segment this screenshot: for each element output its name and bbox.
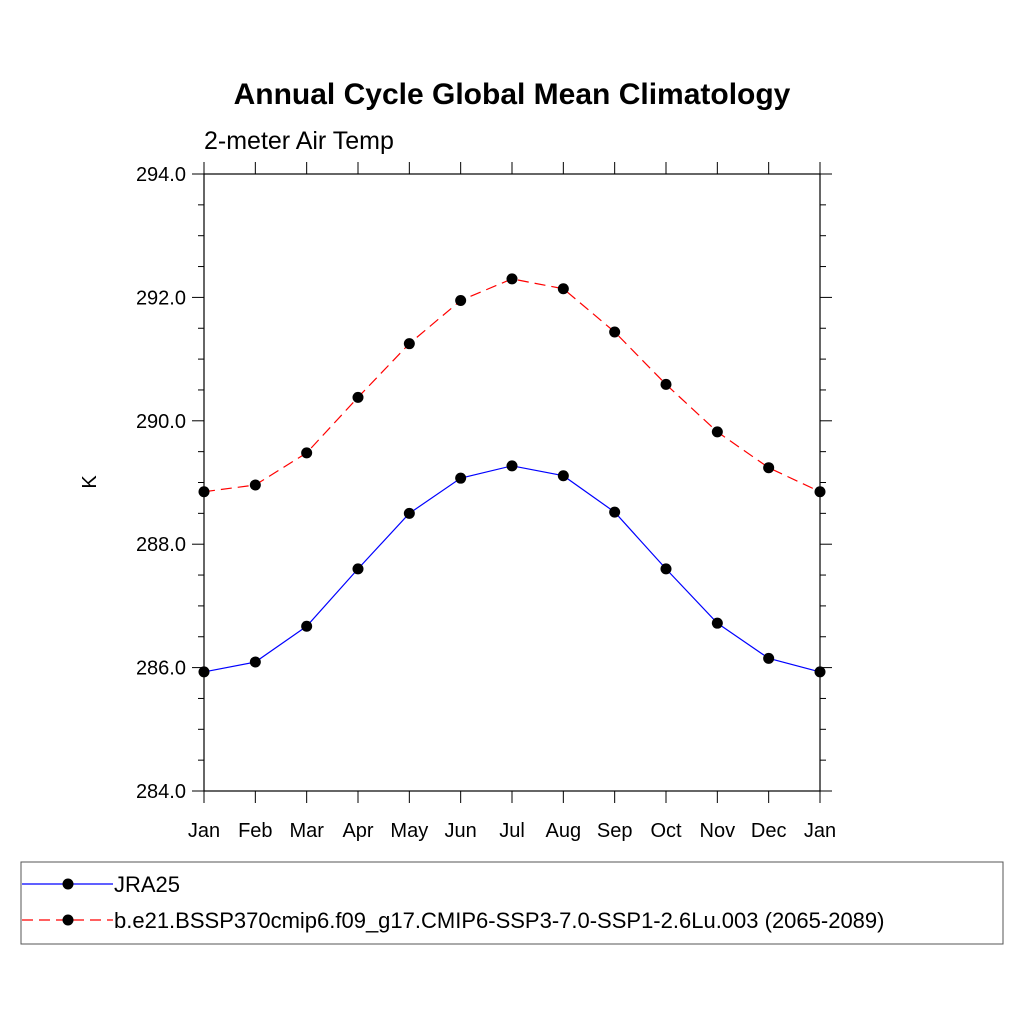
data-point <box>609 506 621 518</box>
data-point <box>711 617 723 629</box>
chart-subtitle: 2-meter Air Temp <box>204 127 394 155</box>
axes: 284.0 286.0 288.0 290.0 292.0 294.0 Jan Feb Mar A… <box>136 162 836 842</box>
y-tick-label: 286.0 <box>136 658 186 680</box>
legend-label: JRA25 <box>114 872 180 897</box>
legend-label: b.e21.BSSP370cmip6.f09_g17.CMIP6-SSP3-7.… <box>114 908 884 933</box>
legend-marker <box>62 914 74 926</box>
data-point <box>506 460 518 472</box>
y-tick-label: 292.0 <box>136 287 186 309</box>
data-point <box>352 391 364 403</box>
legend: JRA25 b.e21.BSSP370cmip6.f09_g17.CMIP6-SS… <box>20 861 1004 945</box>
x-tick-label: Sep <box>597 820 633 842</box>
data-point <box>455 472 467 484</box>
legend-box <box>20 861 1004 945</box>
chart-title: Annual Cycle Global Mean Climatology <box>234 78 791 111</box>
y-tick-label: 288.0 <box>136 534 186 556</box>
data-point <box>660 563 672 575</box>
x-tick-label: Mar <box>289 820 324 842</box>
y-tick-label: 294.0 <box>136 164 186 186</box>
series-line-2 <box>203 278 821 493</box>
y-axis-label: K <box>79 475 101 489</box>
x-tick-label: Oct <box>650 820 682 842</box>
data-point <box>506 273 518 285</box>
x-tick-label: Nov <box>700 820 736 842</box>
x-tick-label: Jun <box>445 820 477 842</box>
x-tick-label: Jan <box>804 820 836 842</box>
data-point <box>403 338 415 350</box>
data-point <box>557 283 569 295</box>
x-tick-label: May <box>390 820 428 842</box>
y-tick-label: 284.0 <box>136 781 186 803</box>
data-point <box>763 462 775 474</box>
data-point <box>557 470 569 482</box>
data-point <box>301 447 313 459</box>
x-tick-label: Jul <box>499 820 525 842</box>
data-point <box>249 479 261 491</box>
data-point <box>609 326 621 338</box>
data-point <box>301 620 313 632</box>
x-tick-label: Dec <box>751 820 787 842</box>
legend-marker <box>62 878 74 890</box>
series-line-1 <box>203 465 821 673</box>
data-point <box>249 656 261 668</box>
x-tick-label: Jan <box>188 820 220 842</box>
x-tick-label: Apr <box>342 820 373 842</box>
data-point <box>763 652 775 664</box>
data-point <box>352 563 364 575</box>
data-point <box>711 426 723 438</box>
plot-area <box>198 273 826 678</box>
plot-frame <box>203 173 821 792</box>
data-point <box>455 294 467 306</box>
data-point <box>660 378 672 390</box>
x-tick-label: Feb <box>238 820 272 842</box>
y-tick-label: 290.0 <box>136 411 186 433</box>
data-point <box>403 507 415 519</box>
x-tick-label: Aug <box>546 820 582 842</box>
